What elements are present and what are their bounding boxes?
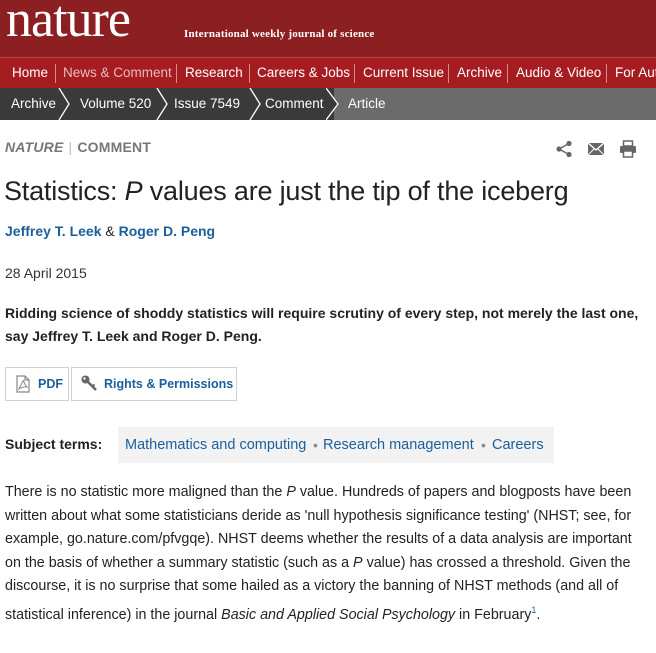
nav-divider	[249, 64, 250, 83]
nav-divider	[448, 64, 449, 83]
subject-terms-box	[118, 427, 554, 463]
chevron-right-icon	[249, 88, 261, 120]
publication-date: 28 April 2015	[5, 265, 87, 281]
journal-name[interactable]: NATURE	[5, 139, 64, 155]
nav-divider	[354, 64, 355, 83]
nav-divider	[55, 64, 56, 83]
body-text: value) has crossed a threshold. Given th…	[5, 554, 631, 623]
article-body-paragraph: There is no statistic more maligned than…	[5, 481, 651, 627]
author-list: Jeffrey T. Leek & Roger D. Peng	[5, 223, 215, 239]
nav-divider	[507, 64, 508, 83]
section-divider: |	[68, 139, 73, 155]
body-text: value. Hundreds of papers and blogposts …	[5, 484, 632, 571]
nav-item-home[interactable]: Home	[12, 65, 49, 80]
section-label: NATURE | COMMENT	[5, 139, 151, 155]
title-italic: P	[124, 176, 143, 206]
journal-citation: Basic and Applied Social Psychology	[221, 606, 456, 623]
print-icon[interactable]	[619, 140, 637, 158]
pdf-label: PDF	[38, 377, 63, 391]
subject-terms-label: Subject terms:	[5, 436, 103, 452]
body-italic: P	[353, 554, 363, 571]
nav-item-current-issue[interactable]: Current Issue	[363, 65, 445, 80]
nav-item-news-comment[interactable]: News & Comment	[63, 65, 172, 80]
chevron-right-icon	[58, 88, 70, 120]
chevron-right-icon	[156, 88, 168, 120]
nav-item-for-authors[interactable]: For Aut	[615, 65, 656, 80]
chevron-right-icon	[326, 88, 339, 120]
nature-logo[interactable]: nature	[6, 0, 131, 48]
breadcrumb-volume[interactable]: Volume 520	[80, 96, 152, 111]
author-link-peng[interactable]: Roger D. Peng	[118, 223, 216, 239]
rights-permissions-button[interactable]: Rights & Permissions	[71, 367, 237, 401]
author-separator: &	[101, 223, 119, 239]
pdf-icon	[16, 375, 30, 393]
subject-term-link[interactable]: Research management	[323, 437, 474, 453]
section-name[interactable]: COMMENT	[77, 139, 152, 155]
breadcrumb-issue[interactable]: Issue 7549	[174, 96, 241, 111]
email-icon[interactable]	[587, 140, 605, 158]
breadcrumb-active-bg	[334, 88, 656, 120]
nav-divider	[606, 64, 607, 83]
breadcrumb-comment[interactable]: Comment	[265, 96, 324, 111]
subject-term-link[interactable]: Mathematics and computing	[125, 437, 307, 453]
tagline: International weekly journal of science	[184, 28, 375, 40]
nav-item-archive[interactable]: Archive	[457, 65, 503, 80]
subject-term-link[interactable]: Careers	[492, 437, 544, 453]
key-icon	[81, 375, 97, 391]
standfirst: Ridding science of shoddy statistics wil…	[5, 305, 639, 344]
body-text: There is no statistic more maligned than…	[5, 484, 287, 500]
pdf-button[interactable]: PDF	[5, 367, 69, 401]
body-text: .	[536, 606, 541, 623]
subject-separator: •	[481, 437, 486, 453]
title-prefix: Statistics:	[4, 176, 125, 206]
body-italic: P	[286, 484, 296, 500]
subject-separator: •	[313, 437, 318, 453]
reference-link[interactable]: 1	[531, 604, 537, 615]
rights-permissions-label: Rights & Permissions	[104, 377, 234, 391]
breadcrumb: Archive Volume 520 Issue 7549 Comment Ar…	[0, 88, 656, 120]
nav-item-research[interactable]: Research	[185, 65, 243, 80]
breadcrumb-archive[interactable]: Archive	[11, 96, 57, 111]
breadcrumb-article: Article	[348, 96, 386, 111]
primary-nav: Home News & Comment Research Careers & J…	[0, 57, 656, 88]
author-link-leek[interactable]: Jeffrey T. Leek	[5, 223, 102, 239]
share-icon[interactable]	[555, 140, 573, 158]
nav-item-careers-jobs[interactable]: Careers & Jobs	[257, 65, 351, 80]
article-title: Statistics: P values are just the tip of…	[4, 176, 569, 207]
body-text: in February	[455, 606, 532, 623]
masthead: nature International weekly journal of s…	[0, 0, 656, 57]
nav-divider	[176, 64, 177, 83]
title-suffix: values are just the tip of the iceberg	[142, 176, 569, 206]
nav-item-audio-video[interactable]: Audio & Video	[516, 65, 602, 80]
